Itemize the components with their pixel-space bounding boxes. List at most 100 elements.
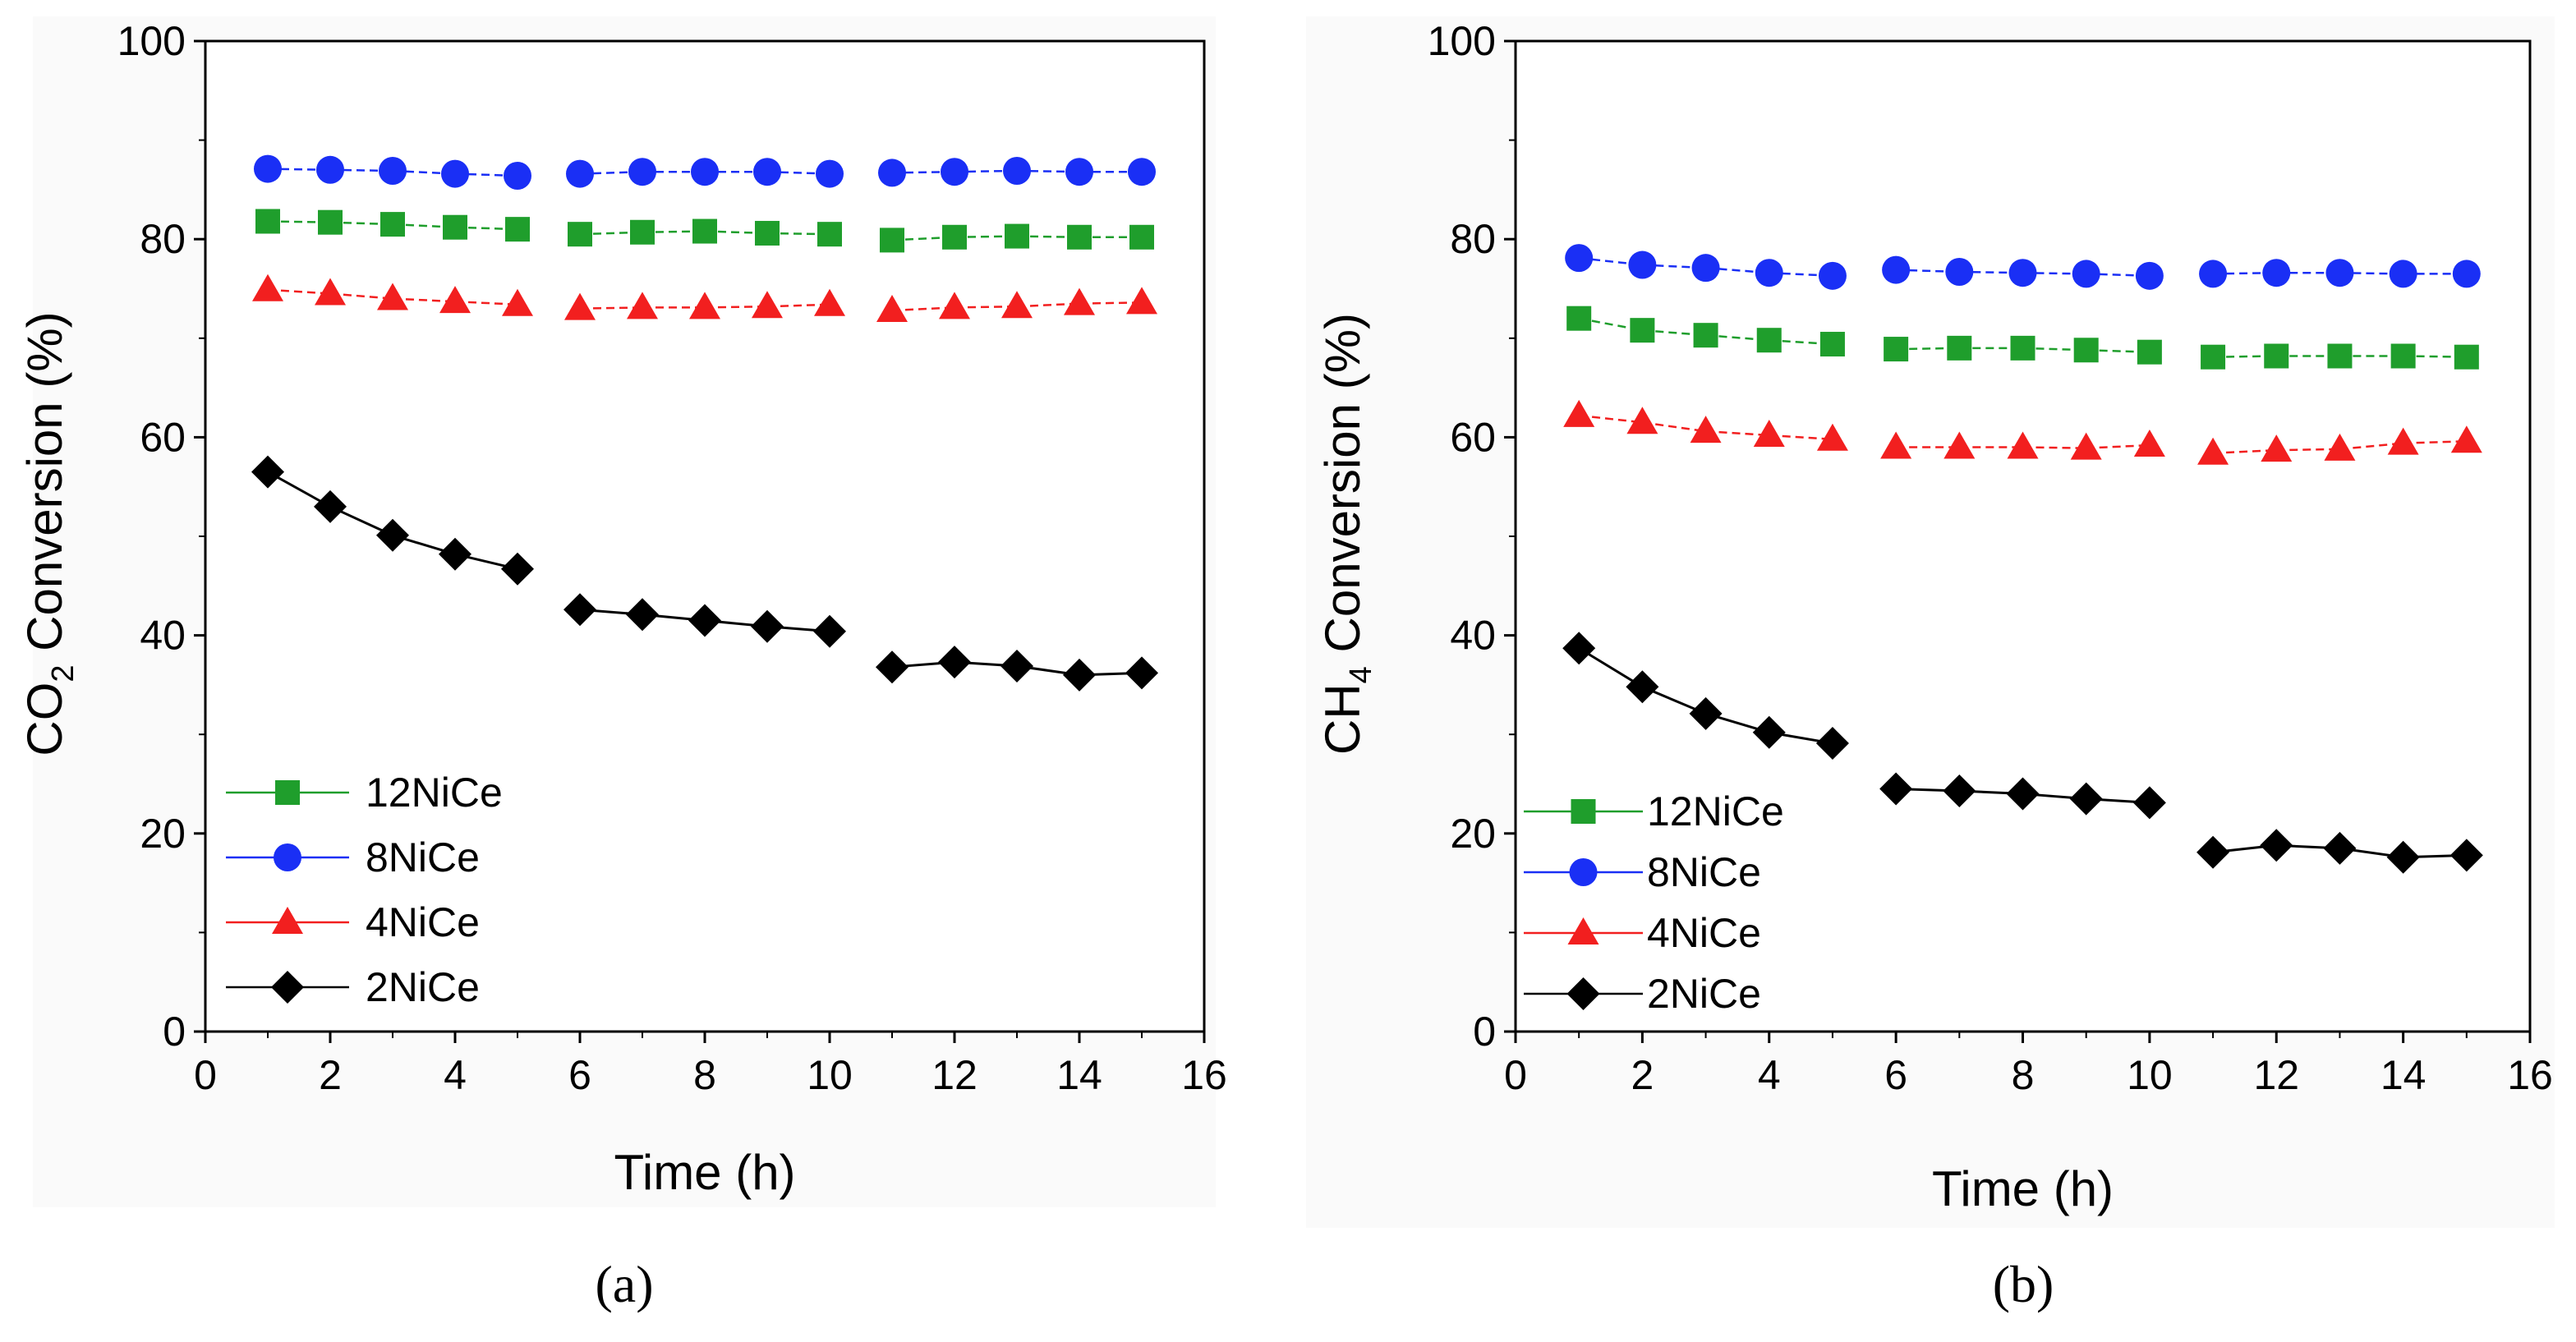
plot-frame (204, 39, 1206, 1033)
data-point-8NiCe (2072, 260, 2100, 288)
data-point-2NiCe (1943, 774, 1976, 807)
series-line-segment (579, 306, 643, 310)
legend-label: 12NiCe (1647, 788, 1784, 834)
x-tick-label: 4 (444, 1052, 467, 1098)
data-point-2NiCe (2260, 829, 2293, 862)
series-line-segment (1642, 421, 1706, 433)
x-tick-label: 14 (2380, 1052, 2426, 1098)
series-line-segment (704, 305, 768, 309)
data-point-4NiCe (2070, 432, 2102, 460)
data-point-12NiCe (942, 224, 967, 250)
data-point-12NiCe (505, 217, 530, 242)
x-tick-label: 16 (2507, 1052, 2553, 1098)
data-point-8NiCe (816, 159, 844, 188)
data-point-2NiCe (688, 604, 721, 637)
data-point-12NiCe (1947, 335, 1972, 361)
x-tick-label: 2 (1631, 1052, 1654, 1098)
data-point-2NiCe (626, 598, 659, 632)
data-point-2NiCe (564, 593, 596, 627)
data-point-8NiCe (2199, 260, 2228, 288)
data-point-12NiCe (1005, 223, 1029, 249)
series-line-segment (329, 292, 393, 300)
y-tick-label: 100 (117, 18, 186, 64)
data-point-2NiCe (2386, 840, 2420, 874)
data-point-4NiCe (502, 288, 533, 316)
data-point-8NiCe (2452, 260, 2481, 288)
data-point-2NiCe (2132, 786, 2166, 820)
x-tick-label: 6 (1884, 1052, 1907, 1098)
data-point-8NiCe (941, 158, 968, 186)
series-4NiCe (252, 273, 1157, 323)
data-point-2NiCe (1562, 632, 1596, 665)
data-point-4NiCe (939, 292, 970, 319)
series-line-segment (392, 169, 456, 175)
data-point-4NiCe (689, 292, 720, 319)
series-line-segment (454, 300, 518, 306)
x-tick-label: 10 (807, 1052, 853, 1098)
data-point-2NiCe (876, 650, 908, 684)
panel-caption: (b) (1993, 1255, 2054, 1313)
data-point-8NiCe (1755, 259, 1783, 287)
series-line-segment (2086, 444, 2150, 449)
data-point-8NiCe (878, 159, 906, 187)
data-point-12NiCe (2010, 335, 2036, 361)
data-point-8NiCe (379, 156, 407, 185)
series-line-segment (579, 231, 643, 236)
data-point-4NiCe (377, 283, 408, 310)
data-point-4NiCe (2197, 437, 2229, 465)
data-point-12NiCe (2454, 344, 2479, 370)
data-point-12NiCe (630, 219, 655, 245)
y-tick-label: 40 (1450, 613, 1496, 659)
data-point-12NiCe (255, 209, 280, 234)
data-point-2NiCe (2006, 777, 2040, 811)
legend-marker (1567, 917, 1599, 944)
y-tick-label: 20 (1450, 811, 1496, 857)
x-tick-label: 8 (2012, 1052, 2035, 1098)
y-tick-label: 80 (1450, 216, 1496, 262)
y-tick-label: 60 (1450, 414, 1496, 460)
data-point-4NiCe (1880, 431, 1912, 459)
data-point-4NiCe (1944, 431, 1976, 459)
series-line-segment (579, 170, 643, 175)
y-tick-label: 20 (140, 811, 186, 857)
data-point-8NiCe (1128, 158, 1156, 186)
data-point-12NiCe (2390, 343, 2416, 369)
legend: 12NiCe 8NiCe 4NiCe 2NiCe (226, 770, 503, 1010)
data-point-2NiCe (251, 455, 284, 489)
data-point-2NiCe (1879, 772, 1913, 806)
data-point-4NiCe (2387, 427, 2419, 455)
series-line-segment (1016, 302, 1080, 308)
data-point-4NiCe (1753, 419, 1785, 447)
data-point-2NiCe (938, 646, 971, 679)
series-line-segment (267, 288, 331, 295)
data-point-2NiCe (1752, 715, 1786, 749)
legend-label: 2NiCe (1647, 971, 1761, 1017)
data-point-8NiCe (1065, 158, 1093, 186)
legend-marker (1569, 858, 1598, 886)
y-tick-label: 0 (1473, 1009, 1496, 1055)
data-point-8NiCe (1003, 156, 1031, 185)
x-tick-label: 14 (1056, 1052, 1102, 1098)
data-point-12NiCe (443, 214, 467, 240)
series-line-segment (392, 297, 456, 303)
data-point-8NiCe (2008, 259, 2037, 287)
x-tick-label: 16 (1181, 1052, 1227, 1098)
series-line-segment (954, 305, 1018, 309)
data-point-4NiCe (1563, 399, 1595, 427)
data-point-2NiCe (501, 552, 534, 586)
data-point-4NiCe (814, 288, 845, 316)
series-8NiCe (254, 154, 1156, 191)
legend-label: 4NiCe (366, 899, 480, 945)
data-point-8NiCe (1945, 257, 1974, 286)
data-point-8NiCe (254, 154, 282, 183)
data-point-12NiCe (692, 218, 717, 244)
data-point-4NiCe (2324, 433, 2356, 461)
series-line-segment (2022, 446, 2086, 449)
data-point-8NiCe (1565, 244, 1594, 273)
x-tick-label: 8 (693, 1052, 716, 1098)
data-point-12NiCe (1630, 318, 1655, 343)
data-point-2NiCe (1689, 696, 1723, 730)
data-point-4NiCe (1126, 287, 1157, 315)
series-line-segment (1016, 169, 1080, 173)
data-point-2NiCe (2069, 782, 2103, 816)
